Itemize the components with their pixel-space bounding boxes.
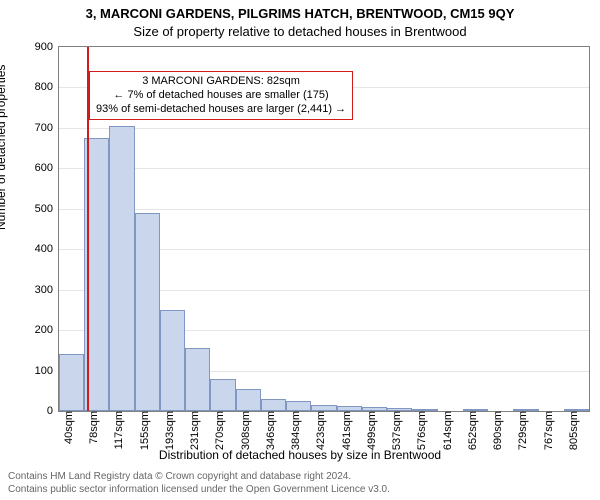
histogram-bar bbox=[135, 213, 160, 411]
gridline bbox=[59, 128, 589, 129]
x-tick-label: 270sqm bbox=[210, 411, 226, 450]
histogram-bar bbox=[109, 126, 134, 411]
y-tick-label: 500 bbox=[35, 203, 59, 215]
x-tick-label: 346sqm bbox=[261, 411, 277, 450]
y-tick-label: 600 bbox=[35, 162, 59, 174]
y-tick-label: 400 bbox=[35, 243, 59, 255]
histogram-bar bbox=[185, 348, 210, 411]
x-tick-label: 384sqm bbox=[286, 411, 302, 450]
y-axis-label: Number of detached properties bbox=[0, 65, 8, 230]
annotation-box: 3 MARCONI GARDENS: 82sqm ← 7% of detache… bbox=[89, 71, 353, 120]
footer-attribution: Contains HM Land Registry data © Crown c… bbox=[8, 471, 592, 496]
x-tick-label: 652sqm bbox=[463, 411, 479, 450]
histogram-bar bbox=[160, 310, 185, 411]
x-tick-label: 231sqm bbox=[185, 411, 201, 450]
annotation-line2: ← 7% of detached houses are smaller (175… bbox=[96, 89, 346, 103]
chart-title-line2: Size of property relative to detached ho… bbox=[0, 24, 600, 39]
x-tick-label: 690sqm bbox=[488, 411, 504, 450]
x-tick-label: 576sqm bbox=[412, 411, 428, 450]
x-tick-label: 308sqm bbox=[236, 411, 252, 450]
x-tick-label: 499sqm bbox=[362, 411, 378, 450]
annotation-line1: 3 MARCONI GARDENS: 82sqm bbox=[96, 75, 346, 89]
x-tick-label: 537sqm bbox=[387, 411, 403, 450]
x-tick-label: 78sqm bbox=[84, 411, 100, 444]
y-tick-label: 200 bbox=[35, 324, 59, 336]
histogram-bar bbox=[286, 401, 311, 411]
footer-line1: Contains HM Land Registry data © Crown c… bbox=[8, 471, 592, 484]
x-tick-label: 193sqm bbox=[160, 411, 176, 450]
gridline bbox=[59, 168, 589, 169]
y-tick-label: 100 bbox=[35, 365, 59, 377]
annotation-line3: 93% of semi-detached houses are larger (… bbox=[96, 103, 346, 117]
x-tick-label: 767sqm bbox=[539, 411, 555, 450]
y-tick-label: 700 bbox=[35, 122, 59, 134]
histogram-bar bbox=[261, 399, 286, 411]
x-tick-label: 117sqm bbox=[109, 411, 125, 449]
x-tick-label: 155sqm bbox=[135, 411, 151, 450]
x-tick-label: 729sqm bbox=[513, 411, 529, 450]
y-tick-label: 300 bbox=[35, 284, 59, 296]
x-tick-label: 614sqm bbox=[438, 411, 454, 450]
chart-container: 3, MARCONI GARDENS, PILGRIMS HATCH, BREN… bbox=[0, 0, 600, 500]
chart-title-line1: 3, MARCONI GARDENS, PILGRIMS HATCH, BREN… bbox=[0, 6, 600, 21]
y-tick-label: 800 bbox=[35, 81, 59, 93]
gridline bbox=[59, 209, 589, 210]
footer-line2: Contains public sector information licen… bbox=[8, 484, 592, 497]
x-tick-label: 805sqm bbox=[564, 411, 580, 450]
plot-area: 010020030040050060070080090040sqm78sqm11… bbox=[58, 46, 590, 412]
y-tick-label: 900 bbox=[35, 41, 59, 53]
y-tick-label: 0 bbox=[47, 405, 59, 417]
histogram-bar bbox=[236, 389, 261, 411]
x-tick-label: 423sqm bbox=[311, 411, 327, 450]
x-tick-label: 40sqm bbox=[59, 411, 75, 444]
x-tick-label: 461sqm bbox=[337, 411, 353, 450]
histogram-bar bbox=[210, 379, 235, 411]
histogram-bar bbox=[59, 354, 84, 411]
